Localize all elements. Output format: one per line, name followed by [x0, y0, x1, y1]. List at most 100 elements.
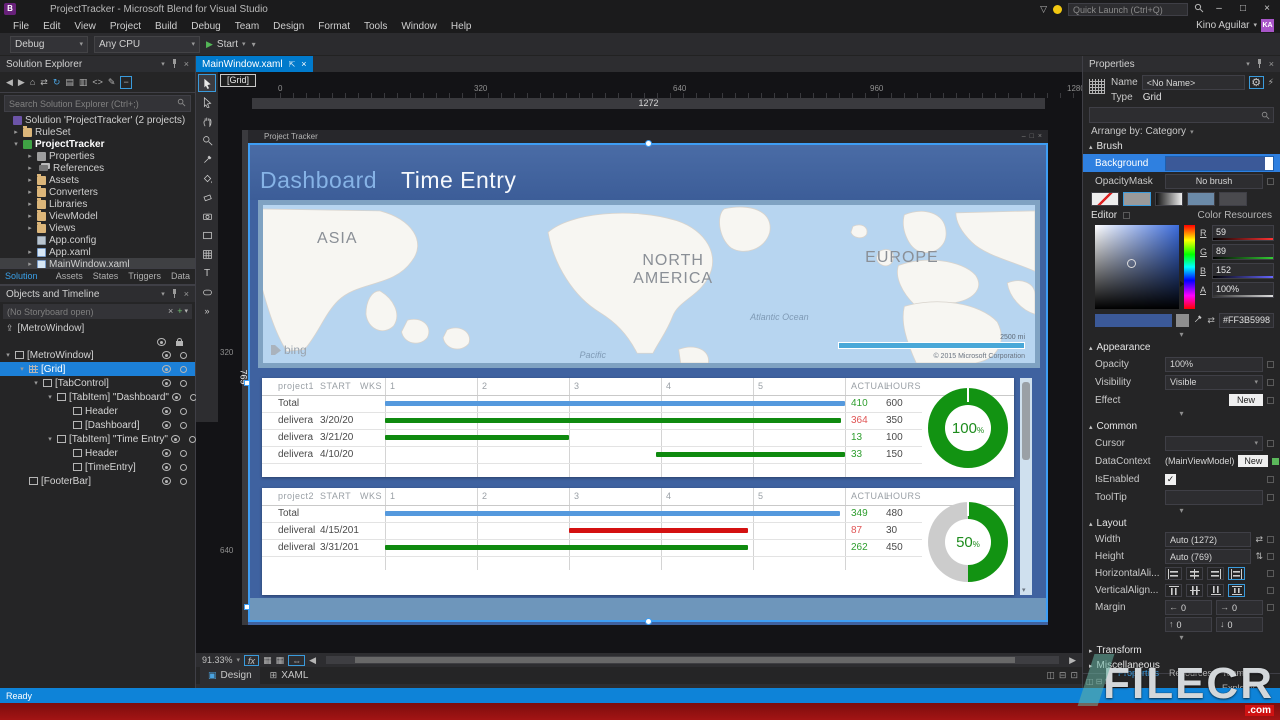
brush-resource-button[interactable] [1219, 192, 1247, 206]
section-common[interactable]: ▴ Common [1089, 421, 1138, 432]
pin-icon[interactable] [1256, 58, 1263, 70]
channel-r-input[interactable]: 59 [1212, 225, 1274, 241]
eye-icon[interactable] [162, 365, 171, 373]
expander-icon[interactable]: ▸ [28, 153, 32, 160]
pencil-dot-icon[interactable] [180, 477, 187, 485]
promote-tab-icon[interactable]: ⇱ [288, 59, 296, 69]
ot-tree-item[interactable]: ▾ [TabItem] "Time Entry" [0, 432, 196, 446]
objects-timeline-titlebar[interactable]: Objects and Timeline ▾ × [0, 286, 195, 302]
tab-design[interactable]: ▣ Design [200, 667, 260, 684]
expander-icon[interactable]: ▾ [48, 394, 52, 401]
panel-tab[interactable]: Assets [55, 271, 83, 281]
expander-icon[interactable]: ▸ [14, 129, 18, 136]
expander-icon[interactable]: ▸ [28, 165, 32, 172]
tab-xaml[interactable]: ⊞ XAML [262, 667, 317, 684]
control-tool-icon[interactable] [198, 283, 216, 301]
eye-icon[interactable] [157, 338, 166, 346]
swap-colors-icon[interactable]: ⇄ [1207, 315, 1215, 325]
menu-item[interactable]: Window [401, 20, 437, 32]
tree-item[interactable]: ▸ References [0, 162, 195, 174]
tree-item[interactable]: Solution 'ProjectTracker' (2 projects) [0, 114, 195, 126]
zoom-level[interactable]: 91.33% [202, 655, 233, 665]
halign-left-button[interactable] [1165, 567, 1182, 580]
isenabled-row[interactable]: IsEnabled ✓ [1083, 470, 1280, 488]
pencil-dot-icon[interactable] [180, 421, 187, 429]
effect-row[interactable]: Effect New [1083, 391, 1280, 409]
tree-item[interactable]: ▸ Properties [0, 150, 195, 162]
section-layout[interactable]: ▴ Layout [1089, 518, 1127, 529]
tab-dashboard[interactable]: Dashboard [260, 167, 378, 193]
tree-item[interactable]: ▸ Views [0, 221, 195, 234]
designer-horizontal-scrollbar[interactable] [326, 656, 1060, 664]
grid-layout-tool-icon[interactable] [198, 245, 216, 263]
tree-item[interactable]: ▸ Libraries [0, 197, 195, 210]
ot-tree-item[interactable]: ▾ [Grid] [0, 362, 195, 376]
pencil-icon[interactable]: ✎ [107, 76, 116, 87]
opacity-input[interactable]: 100% [1165, 356, 1263, 372]
properties-search[interactable] [1089, 107, 1274, 123]
cursor-dropdown[interactable]: ▾ [1165, 435, 1263, 451]
eraser-tool-icon[interactable] [198, 188, 216, 206]
expander-icon[interactable]: ▸ [28, 213, 32, 220]
margin-top-input[interactable]: ↑ 0 [1165, 617, 1212, 632]
menu-item[interactable]: Team [234, 20, 260, 32]
minimize-button[interactable]: – [1216, 2, 1222, 14]
expander-icon[interactable]: ▾ [6, 352, 10, 359]
tooltip-input[interactable] [1165, 489, 1263, 505]
menu-item[interactable]: Build [154, 20, 178, 32]
ot-tree-item[interactable]: ▾ [MetroWindow] [0, 348, 195, 362]
height-row[interactable]: Height Auto (769) ⇅ [1083, 548, 1280, 565]
pin-icon[interactable] [171, 288, 178, 300]
panel-tab[interactable]: Team Explorer [1222, 668, 1256, 688]
config-dropdown[interactable]: Debug ▾ [10, 35, 88, 53]
wrench-icon[interactable]: ⚙ [1248, 76, 1264, 89]
tooltip-row[interactable]: ToolTip [1083, 488, 1280, 506]
properties-page-icon[interactable]: ▥ [78, 76, 88, 87]
add-storyboard-icon[interactable]: + [177, 306, 183, 316]
panel-tab[interactable]: Resources [1169, 668, 1213, 678]
advanced-options-icon[interactable] [1267, 570, 1274, 577]
scrollbar-thumb[interactable] [1022, 382, 1030, 460]
feedback-smiley-icon[interactable] [1053, 4, 1062, 14]
margin-bottom-input[interactable]: ↓ 0 [1216, 617, 1263, 632]
selection-tool-icon[interactable] [198, 74, 216, 92]
menu-item[interactable]: Tools [363, 20, 388, 32]
gantt-row[interactable]: delivera 4/10/20 33 150 [262, 447, 922, 464]
advanced-options-icon[interactable] [1267, 177, 1274, 185]
app-vertical-scrollbar[interactable]: ▾ [1020, 378, 1032, 595]
solid-brush-button[interactable] [1123, 192, 1151, 206]
chevron-down-icon[interactable]: ▾ [161, 291, 165, 298]
tab-time-entry[interactable]: Time Entry [401, 167, 517, 193]
dock-icon[interactable]: ◫ [1086, 676, 1094, 686]
close-icon[interactable]: × [183, 289, 189, 299]
selection-handle-bottom[interactable] [645, 618, 652, 625]
pencil-dot-icon[interactable] [180, 463, 187, 471]
advanced-options-icon[interactable] [1267, 493, 1274, 501]
eye-icon[interactable] [162, 407, 171, 415]
maximize-button[interactable]: □ [1239, 2, 1247, 14]
valign-stretch-button[interactable] [1228, 584, 1245, 597]
filter-icon[interactable]: ▽ [1040, 3, 1047, 14]
pencil-dot-icon[interactable] [180, 407, 187, 415]
platform-dropdown[interactable]: Any CPU ▾ [94, 35, 200, 53]
dot-box-icon[interactable]: ⊡ [1104, 676, 1111, 686]
gantt-row[interactable]: Total 410 600 [262, 396, 922, 413]
grid-row-marker[interactable] [244, 380, 250, 386]
scroll-left-icon[interactable]: ◀ [309, 654, 317, 665]
halign-stretch-button[interactable] [1228, 567, 1245, 580]
collapse-all-icon[interactable]: ▤ [65, 76, 74, 87]
new-effect-button[interactable]: New [1228, 394, 1263, 406]
new-datacontext-button[interactable]: New [1238, 455, 1269, 467]
lock-icon[interactable] [176, 338, 183, 346]
section-collapse-chevron[interactable]: ▾ [1179, 409, 1184, 418]
pencil-dot-icon[interactable] [180, 351, 187, 359]
advanced-options-icon[interactable] [1267, 378, 1274, 386]
panel-tab[interactable]: Data [170, 271, 190, 281]
close-icon[interactable]: × [183, 59, 189, 69]
color-cursor[interactable] [1127, 259, 1136, 268]
gantt-row[interactable]: Total 349 480 [262, 506, 922, 523]
menu-item[interactable]: File [13, 20, 30, 32]
tree-item[interactable]: ▸ App.xaml [0, 246, 195, 258]
toolbar-overflow-icon[interactable]: ▾ [251, 39, 256, 49]
background-swatch[interactable] [1165, 155, 1274, 171]
